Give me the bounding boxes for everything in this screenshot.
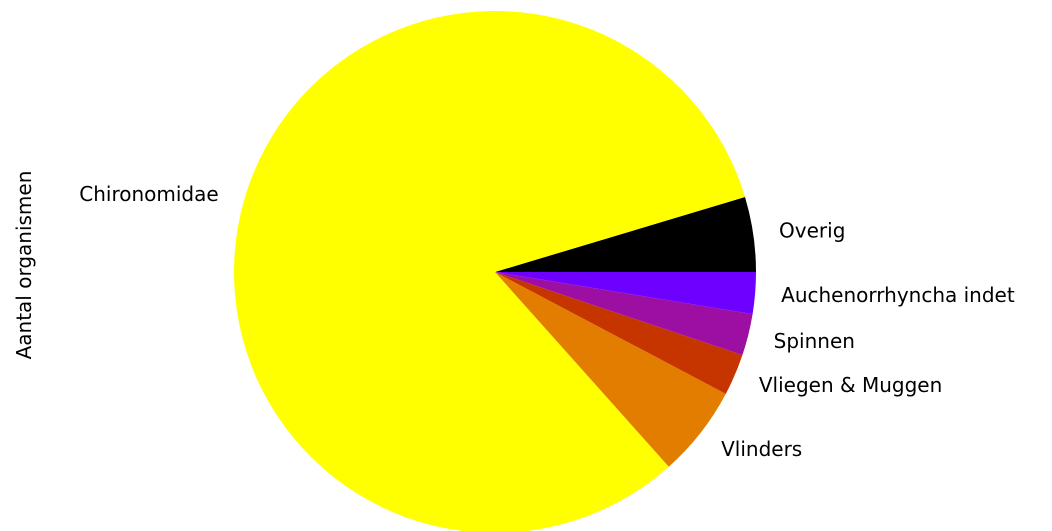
- pie-label-auchenorrhyncha-indet: Auchenorrhyncha indet: [781, 283, 1015, 307]
- pie-slice-vliegen-muggen: [495, 272, 743, 394]
- pie-label-vliegen-muggen: Vliegen & Muggen: [759, 373, 942, 397]
- pie-slices: [234, 11, 756, 531]
- pie-label-overig: Overig: [779, 218, 845, 242]
- pie-slice-spinnen: [495, 272, 753, 356]
- pie-slice-vlinders: [495, 272, 726, 467]
- pie-slice-auchenorrhyncha-indet: [495, 272, 756, 315]
- y-axis-label: Aantal organismen: [12, 171, 36, 360]
- pie-slice-labels: Overig Chironomidae Vlinders Vliegen & Mugg…: [79, 182, 1015, 461]
- pie-label-chironomidae: Chironomidae: [79, 182, 218, 206]
- pie-slice-chironomidae: [234, 11, 745, 531]
- pie-label-spinnen: Spinnen: [774, 329, 855, 353]
- pie-label-vlinders: Vlinders: [721, 437, 802, 461]
- pie-slice-overig: [495, 196, 756, 272]
